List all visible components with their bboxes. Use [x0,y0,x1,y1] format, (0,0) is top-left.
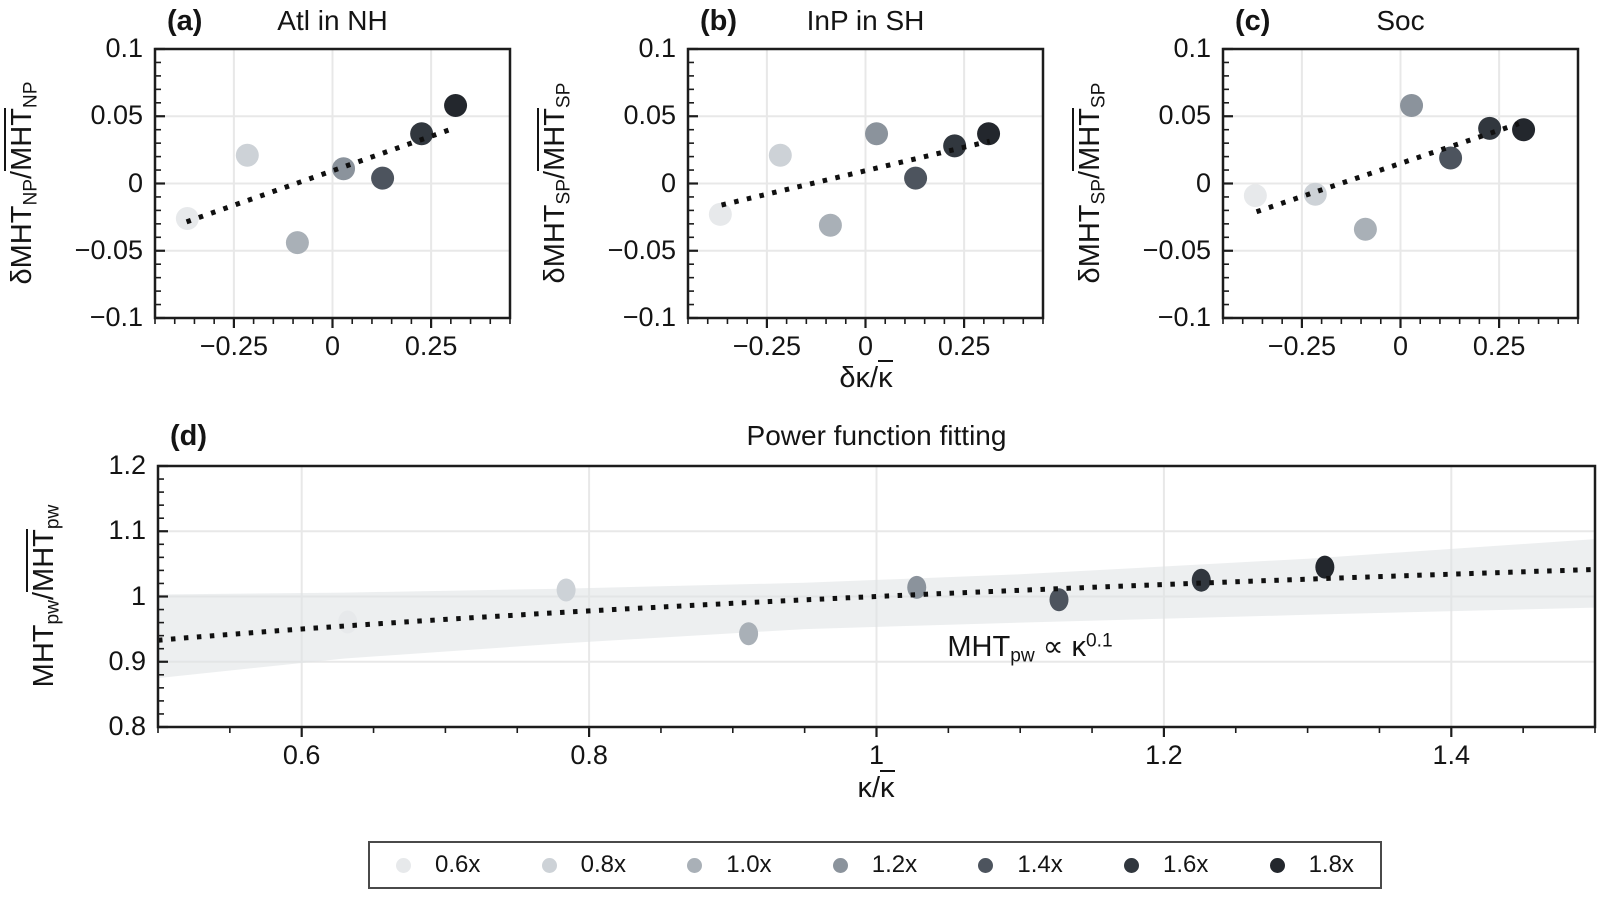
panel-b-xlabel: δκ/κ [839,360,893,394]
x-tick-label: 0 [1392,331,1409,361]
legend-item: 1.4x [978,851,1063,878]
legend-marker-icon [1269,857,1285,873]
y-tick-label: 0.1 [1173,33,1211,63]
legend-item: 1.0x [687,851,772,878]
data-point [338,610,358,634]
y-tick-label: −0.1 [1157,302,1211,332]
trend-line [185,125,457,225]
data-point [285,231,309,255]
y-tick-label: 0 [660,167,676,198]
data-point [865,122,889,146]
confidence-band [158,539,1595,679]
y-tick-label: 0.1 [105,33,143,63]
panel-d-xlabel: κ/κ [857,770,895,804]
data-point [904,166,928,190]
y-tick-label: −0.05 [1142,234,1211,265]
data-point [977,122,1001,146]
x-tick-label: −0.25 [199,331,269,361]
legend-marker-icon [832,857,848,873]
legend-marker-icon [541,857,557,873]
panel-c-letter: (c) [1235,5,1271,37]
y-tick-label: 0.05 [623,100,676,131]
data-point [943,134,967,158]
legend-marker-icon [396,857,411,873]
y-tick-label: −0.1 [622,302,676,332]
data-point [739,622,759,646]
x-tick-label: 0.25 [404,331,458,361]
y-tick-label: 1.1 [108,515,146,546]
legend-label: 1.8x [1308,851,1354,878]
y-tick-label: 1.2 [108,450,146,480]
legend-label: 0.8x [580,851,626,878]
panel-d-letter: (d) [170,420,208,452]
data-point [1049,588,1069,612]
panel-a-title: Atl in NH [277,5,388,36]
legend-item: 1.2x [832,851,918,878]
data-point [1243,184,1267,208]
legend-label: 1.0x [726,851,772,878]
data-point [371,166,395,190]
data-point [1512,118,1536,142]
x-tick-label: 0 [324,331,341,361]
x-tick-label: 1.4 [1432,740,1471,770]
legend-label: 1.2x [871,851,918,878]
panel-b-letter: (b) [700,5,738,37]
data-point [1315,555,1335,579]
data-point [768,143,792,167]
y-tick-label: 1 [130,580,146,611]
data-point [410,122,434,146]
y-tick-label: 0.05 [1158,100,1211,131]
panel-d-title: Power function fitting [746,420,1007,451]
data-point [175,206,199,230]
data-point [708,202,732,226]
legend-marker-icon [978,857,994,873]
x-tick-label: 1.2 [1145,740,1183,770]
fit-equation-annotation: MHTpw ∝ κ0.1 [947,630,1113,667]
y-tick-label: −0.05 [607,234,676,265]
trend-line [720,138,991,208]
data-point [818,213,842,237]
y-tick-label: −0.05 [74,234,143,265]
legend-item: 1.8x [1269,851,1354,878]
fit-line [157,567,1596,643]
y-tick-label: 0.8 [108,711,146,741]
x-tick-label: 0.25 [937,331,991,361]
legend-label: 1.4x [1017,851,1063,878]
legend-label: 1.6x [1162,851,1209,878]
y-tick-label: 0.05 [90,100,143,131]
y-tick-label: 0.1 [638,33,676,63]
y-tick-label: −0.1 [89,302,143,332]
data-point [1353,217,1377,241]
data-point [1400,93,1424,117]
legend: 0.6x 0.8x 1.0x 1.2x 1.4x 1.6x 1.8x [368,841,1382,889]
legend-marker-icon [1123,857,1139,873]
x-tick-label: 1 [868,740,885,770]
data-point [235,143,259,167]
x-tick-label: −0.25 [1267,331,1337,361]
trend-line [1255,121,1520,215]
data-point [1439,146,1463,170]
y-tick-label: 0 [127,167,143,198]
legend-label: 0.6x [435,851,481,878]
x-tick-label: −0.25 [732,331,802,361]
panel-c-title: Soc [1376,5,1425,36]
legend-item: 1.6x [1123,851,1209,878]
y-tick-label: 0 [1195,167,1211,198]
legend-marker-icon [687,857,703,873]
x-tick-label: 0.25 [1472,331,1526,361]
panel-b-title: InP in SH [806,5,925,36]
x-tick-label: 0.6 [282,740,321,770]
x-tick-label: 0 [857,331,874,361]
data-point [907,575,927,599]
data-point [1191,568,1211,592]
data-point [556,578,576,602]
y-tick-label: 0.9 [108,645,146,676]
panel-a-letter: (a) [167,5,203,37]
x-tick-label: 0.8 [570,740,608,770]
legend-item: 0.8x [541,851,626,878]
data-point [444,93,468,117]
legend-item: 0.6x [396,853,480,877]
